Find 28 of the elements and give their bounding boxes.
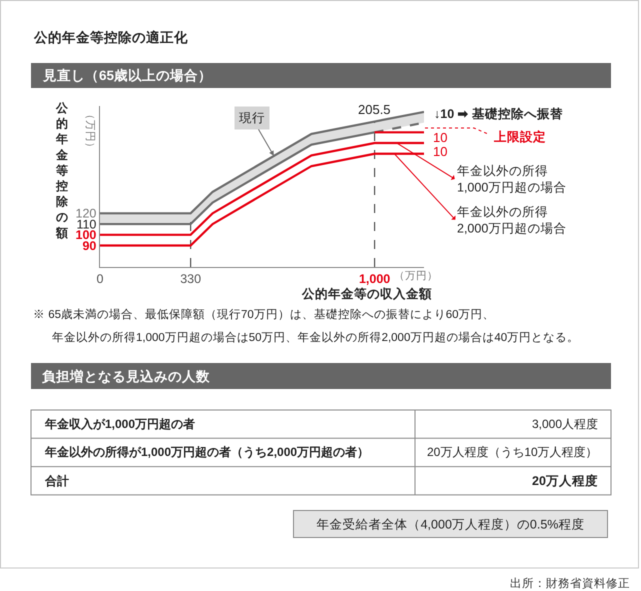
- text: 負担増となる見込みの人数: [42, 368, 211, 384]
- text: 公的年金等控除の額: [56, 101, 68, 240]
- text: 現行: [239, 111, 265, 125]
- x-tick-label: 0: [96, 272, 104, 286]
- text: （万円）: [84, 109, 96, 153]
- text: ↓10 ➡ 基礎控除へ振替: [434, 107, 564, 121]
- x-tick-label: 1,000: [358, 272, 390, 286]
- text: 10: [433, 144, 448, 159]
- text: 合計: [44, 474, 69, 488]
- text: 年金受給者全体（4,000万人程度）の0.5%程度: [316, 516, 584, 532]
- text: 20万人程度（うち10万人程度）: [427, 445, 598, 459]
- text: 出所：財務省資料修正: [510, 577, 630, 590]
- text: ※ 65歳未満の場合、最低保障額（現行70万円）は、基礎控除への振替により60万円、: [33, 307, 495, 321]
- text: 年金収入が1,000万円超の者: [44, 417, 196, 431]
- x-axis-title: 公的年金等の収入金額: [301, 286, 432, 301]
- text: （万円）: [394, 270, 438, 282]
- text: 年金以外の所得が1,000万円超の者（うち2,000万円超の者）: [44, 445, 370, 459]
- chart-subtitle: 見直し（65歳以上の場合）: [42, 68, 212, 83]
- x-tick-label: 330: [180, 272, 202, 286]
- text: 上限設定: [493, 129, 546, 144]
- annotation: 205.5: [358, 102, 391, 117]
- legend-label: 年金以外の所得 1,000万円超の場合: [457, 164, 566, 194]
- text: 10: [433, 130, 448, 145]
- legend-label: 年金以外の所得 2,000万円超の場合: [457, 205, 566, 236]
- text: 3,000人程度: [532, 417, 598, 431]
- text: 年金以外の所得1,000万円超の場合は50万円、年金以外の所得2,000万円超の場合は40万円となる。: [52, 331, 580, 344]
- text: 20万人程度: [532, 473, 598, 488]
- chart-title: 公的年金等控除の適正化: [33, 29, 189, 45]
